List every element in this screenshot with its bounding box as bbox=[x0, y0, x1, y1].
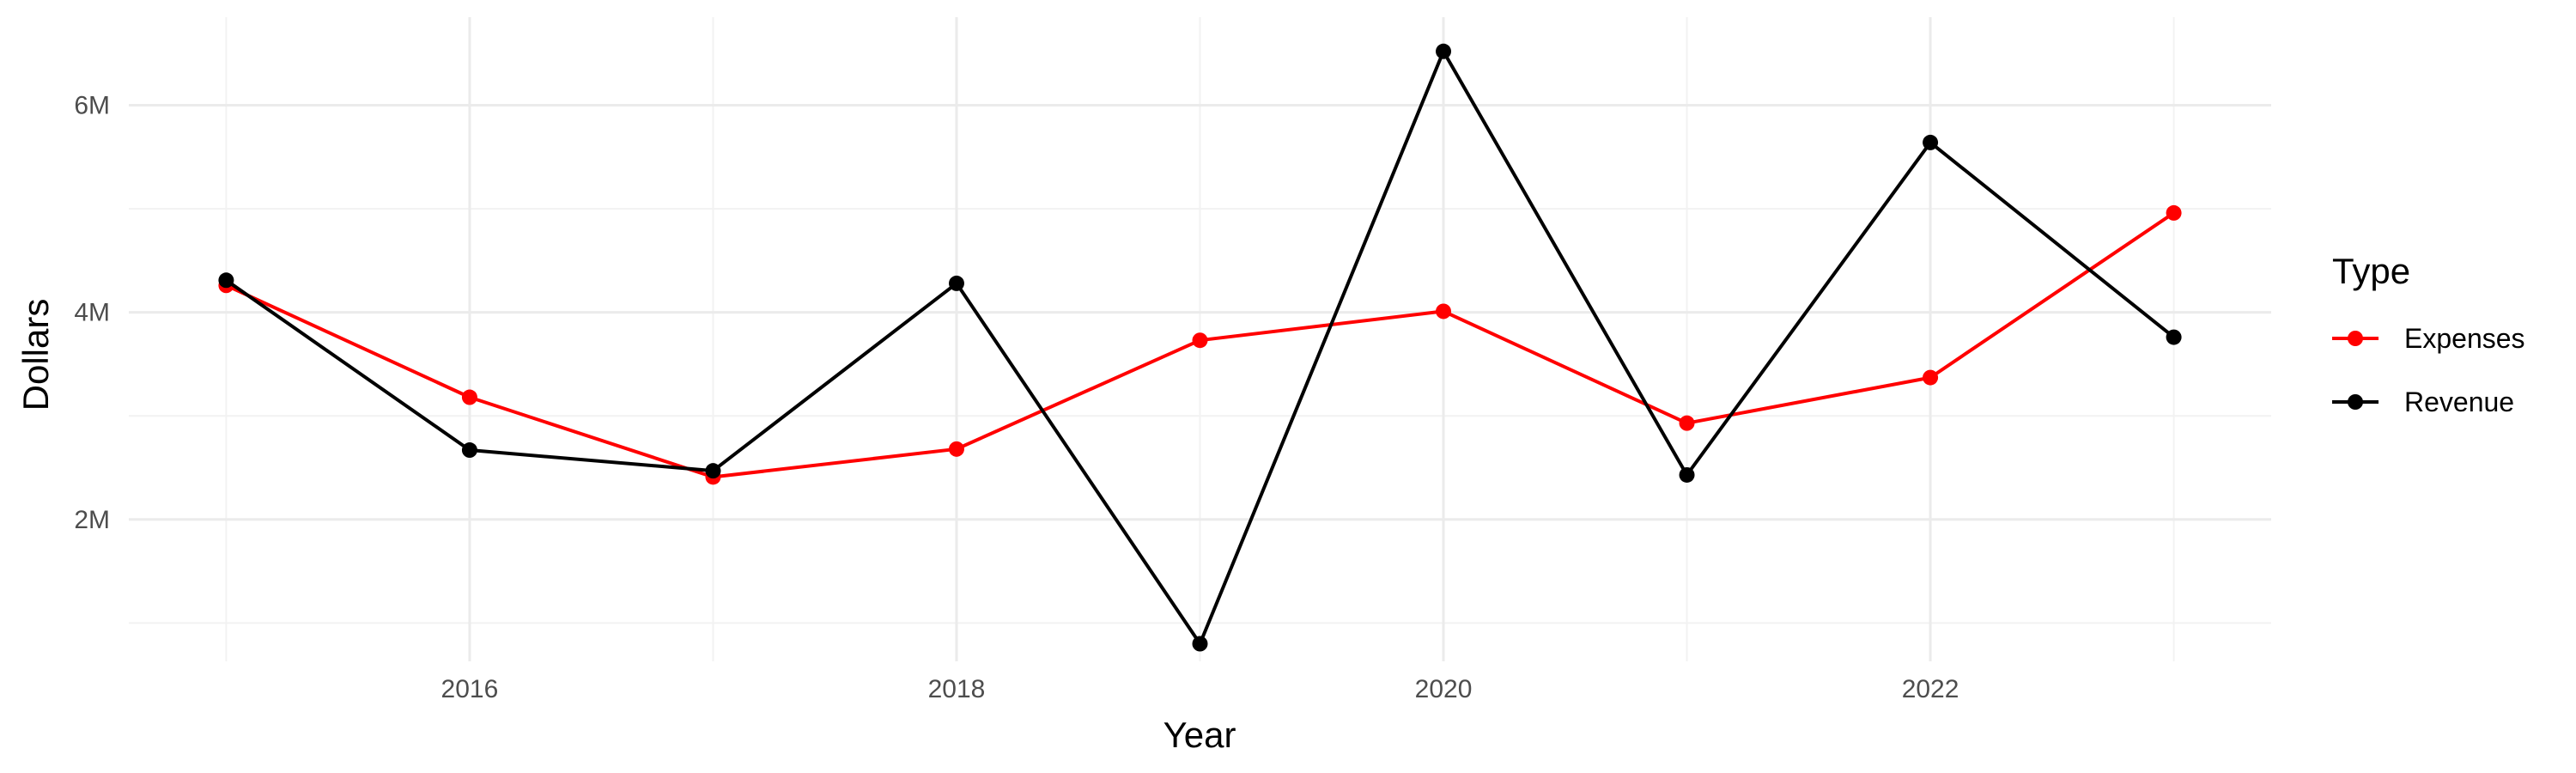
revenue-point bbox=[948, 275, 964, 291]
expenses-point bbox=[1192, 332, 1208, 349]
legend-label: Revenue bbox=[2404, 386, 2514, 417]
y-tick-label: 4M bbox=[74, 299, 110, 327]
legend-key-point bbox=[2348, 394, 2363, 410]
expenses-point bbox=[1923, 369, 1939, 386]
major-gridlines bbox=[129, 17, 2271, 661]
x-axis-title: Year bbox=[1163, 715, 1236, 755]
legend-item-expenses: Expenses bbox=[2332, 323, 2525, 354]
revenue-point bbox=[1679, 466, 1695, 483]
expenses-point bbox=[1679, 415, 1695, 431]
revenue-point bbox=[2166, 329, 2182, 345]
y-axis-title: Dollars bbox=[15, 299, 56, 411]
x-tick-label: 2022 bbox=[1902, 675, 1959, 703]
x-tick-label: 2018 bbox=[928, 675, 986, 703]
legend-label: Expenses bbox=[2404, 323, 2525, 354]
revenue-point bbox=[1192, 636, 1208, 652]
y-tick-label: 6M bbox=[74, 91, 110, 119]
series-layer bbox=[218, 43, 2182, 652]
legend: Type Expenses Revenue bbox=[2332, 251, 2525, 417]
revenue-point bbox=[461, 442, 477, 459]
x-axis-tick-labels: 2016 2018 2020 2022 bbox=[441, 675, 1959, 703]
y-axis-tick-labels: 2M 4M 6M bbox=[74, 91, 110, 533]
revenue-point bbox=[218, 272, 234, 289]
expenses-point bbox=[2166, 204, 2182, 221]
expenses-point bbox=[461, 389, 477, 405]
revenue-point bbox=[705, 463, 721, 479]
x-tick-label: 2020 bbox=[1415, 675, 1473, 703]
y-tick-label: 2M bbox=[74, 506, 110, 534]
x-tick-label: 2016 bbox=[441, 675, 499, 703]
revenue-point bbox=[1436, 43, 1452, 59]
legend-title: Type bbox=[2332, 251, 2410, 291]
legend-items: Expenses Revenue bbox=[2332, 323, 2525, 417]
expenses-point bbox=[948, 441, 964, 457]
expenses-point bbox=[1436, 303, 1452, 320]
revenue-point bbox=[1923, 134, 1939, 150]
legend-item-revenue: Revenue bbox=[2332, 386, 2514, 417]
legend-key-point bbox=[2348, 331, 2363, 346]
